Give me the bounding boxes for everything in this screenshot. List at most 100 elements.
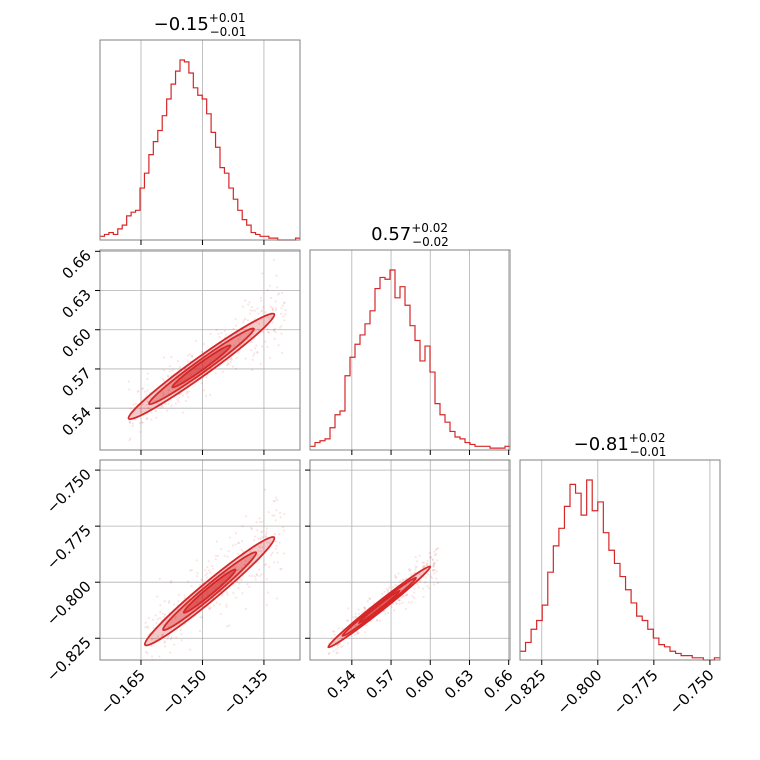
- scatter-point: [422, 561, 426, 564]
- scatter-point: [152, 644, 155, 647]
- y-tick-label: 0.60: [58, 325, 94, 361]
- scatter-point: [205, 572, 208, 575]
- scatter-point: [423, 564, 426, 567]
- scatter-point: [178, 365, 182, 369]
- scatter-point: [180, 632, 183, 636]
- scatter-point: [384, 612, 387, 615]
- scatter-point: [234, 324, 238, 327]
- scatter-point: [150, 638, 153, 641]
- hist-panel-1: [99, 39, 301, 245]
- scatter-point: [204, 574, 207, 577]
- scatter-point: [167, 601, 171, 604]
- scatter-point: [415, 566, 418, 569]
- scatter-point: [334, 641, 337, 644]
- scatter-point: [167, 374, 170, 377]
- scatter-point: [258, 517, 261, 520]
- scatter-point: [366, 600, 369, 603]
- scatter-point: [409, 568, 412, 571]
- scatter-point: [140, 410, 143, 413]
- scatter-point: [207, 559, 210, 563]
- scatter-point: [284, 313, 287, 316]
- scatter-point: [200, 381, 203, 385]
- scatter-point: [431, 569, 435, 572]
- scatter-point: [392, 609, 396, 612]
- scatter-point: [202, 342, 206, 346]
- scatter-point: [190, 354, 194, 358]
- scatter-point: [249, 309, 252, 312]
- scatter-point: [190, 355, 194, 358]
- scatter-point: [254, 578, 257, 581]
- scatter-point: [173, 643, 176, 646]
- scatter-point: [152, 627, 155, 630]
- panel-title: −0.15+0.01 −0.01: [154, 11, 247, 39]
- scatter-point: [413, 587, 416, 591]
- panel-border: [99, 459, 301, 661]
- scatter-point: [228, 624, 231, 627]
- scatter-point: [244, 607, 248, 610]
- scatter-point: [432, 562, 435, 565]
- panel-border: [99, 39, 301, 241]
- scatter-point: [251, 309, 254, 312]
- scatter-point: [276, 551, 279, 555]
- scatter-point: [221, 593, 224, 597]
- scatter-point: [156, 635, 160, 638]
- scatter-point: [428, 551, 431, 555]
- scatter-point: [163, 640, 167, 643]
- scatter-point: [385, 587, 388, 591]
- scatter-point: [256, 554, 260, 557]
- scatter-point: [280, 567, 283, 570]
- scatter-point: [354, 624, 357, 627]
- scatter-point: [232, 592, 235, 595]
- scatter-point: [144, 626, 147, 629]
- scatter-point: [201, 616, 204, 619]
- scatter-point: [178, 396, 181, 399]
- scatter-point: [278, 511, 282, 515]
- scatter-point: [410, 601, 413, 604]
- density-contour: [357, 589, 401, 624]
- scatter-point: [265, 603, 268, 607]
- scatter-point: [229, 360, 232, 363]
- scatter-point: [257, 328, 260, 331]
- scatter-point: [127, 380, 130, 383]
- scatter-point: [357, 608, 360, 611]
- histogram-line: [310, 269, 510, 449]
- scatter-point: [168, 365, 172, 368]
- scatter-point: [408, 601, 411, 604]
- scatter-point: [253, 539, 256, 542]
- scatter-point: [405, 584, 408, 587]
- scatter-point: [394, 584, 397, 587]
- scatter-point: [154, 409, 157, 413]
- scatter-point: [283, 319, 286, 322]
- scatter-point: [163, 600, 166, 603]
- scatter-point: [272, 258, 276, 261]
- scatter-point: [170, 581, 173, 584]
- scatter-point: [181, 411, 184, 414]
- scatter-point: [269, 296, 273, 299]
- scatter-point: [242, 321, 245, 324]
- scatter-point: [402, 595, 406, 598]
- scatter-point: [248, 574, 251, 578]
- scatter-point: [237, 341, 240, 344]
- scatter-point: [421, 587, 425, 590]
- scatter-point: [168, 370, 171, 373]
- scatter-point: [175, 636, 178, 639]
- scatter-point: [422, 595, 425, 599]
- scatter-point: [245, 515, 248, 518]
- scatter-point: [230, 358, 233, 361]
- scatter-point: [170, 404, 173, 407]
- scatter-point: [228, 536, 232, 539]
- scatter-point: [152, 618, 155, 621]
- y-tick-label: −0.800: [43, 577, 95, 629]
- scatter-point: [238, 542, 241, 545]
- scatter-point: [221, 370, 225, 373]
- scatter-point: [336, 644, 340, 647]
- scatter-point: [232, 344, 235, 347]
- scatter-point: [231, 365, 235, 368]
- scatter-point: [386, 589, 390, 592]
- scatter-point: [128, 421, 132, 425]
- scatter-point: [264, 535, 267, 538]
- scatter-point: [140, 420, 144, 424]
- scatter-point: [332, 650, 335, 653]
- y-tick-label: −0.825: [43, 633, 95, 685]
- scatter-point: [154, 614, 157, 617]
